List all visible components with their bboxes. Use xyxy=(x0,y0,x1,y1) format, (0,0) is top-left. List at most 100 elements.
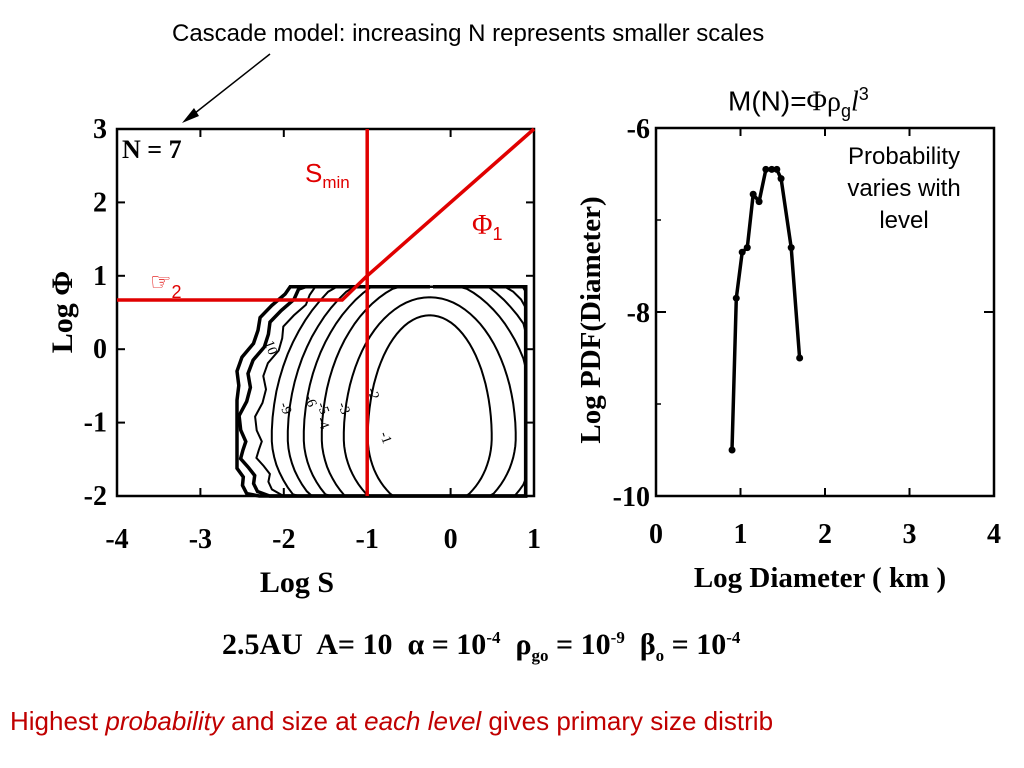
contour-xtick-label: -1 xyxy=(356,524,379,555)
phi2-label-main: ☞ xyxy=(150,268,172,296)
contour-ytick-label: 1 xyxy=(93,261,107,292)
param-beta-sub: o xyxy=(655,646,665,665)
caption-part-4: each level xyxy=(364,706,482,736)
contour-xtick-label: -2 xyxy=(272,524,295,555)
smin-label-main: S xyxy=(305,158,322,188)
constraint-lines xyxy=(117,127,536,496)
contour-level-label: -10 xyxy=(259,334,279,357)
pdf-data-point xyxy=(743,244,751,252)
pdf-data-point xyxy=(749,190,757,198)
phi1-label: Φ1 xyxy=(472,210,502,244)
contour-plot-frame xyxy=(115,127,536,498)
contour-xtick-label: -3 xyxy=(189,524,212,555)
pdf-xlabel: Log Diameter ( km ) xyxy=(694,562,946,594)
probability-note: Probability varies with level xyxy=(847,143,961,234)
contour-level-label: -9 xyxy=(276,400,294,416)
pdf-data-point xyxy=(762,165,770,173)
contour-ytick-label: 0 xyxy=(93,334,107,365)
param-rho-sub: go xyxy=(531,646,549,665)
pdf-axis-ticks: 0 1 2 3 4 -6 -8 -10 xyxy=(613,114,1001,550)
pdf-series-line xyxy=(730,167,802,451)
pdf-data-point xyxy=(738,248,746,256)
formula-lhs: M(N)= xyxy=(728,85,807,117)
contour-line xyxy=(254,285,527,497)
param-beta: β xyxy=(639,628,656,661)
pdf-data-point xyxy=(728,446,736,454)
param-a: A= 10 xyxy=(316,628,393,661)
pdf-ytick-label: -10 xyxy=(613,482,650,513)
pdf-series xyxy=(728,165,804,454)
formula-rho-sub: g xyxy=(841,100,852,121)
pdf-data-point xyxy=(773,165,781,173)
pdf-xtick-label: 2 xyxy=(818,519,832,550)
caption-part-3: and size at xyxy=(223,706,365,736)
pdf-plot-frame xyxy=(654,126,996,498)
contour-line xyxy=(320,285,527,497)
caption-arrow-head xyxy=(182,108,199,123)
contour-line xyxy=(286,285,527,497)
phi2-label-sub: 2 xyxy=(172,282,182,302)
phi2-label: ☞2 xyxy=(150,268,182,302)
contour-line xyxy=(237,285,528,498)
phi2-line xyxy=(117,274,369,302)
contour-lines: -1-2-3-4-5-6-9-10 xyxy=(235,285,528,498)
parameters-line: 2.5AU A= 10 α = 10-4 ρgo = 10-9 βo = 10-… xyxy=(222,628,740,666)
contour-xtick-label: -4 xyxy=(105,524,128,555)
contour-line xyxy=(366,314,493,497)
param-alpha: α = 10 xyxy=(407,628,487,661)
phi1-line xyxy=(366,127,536,278)
smin-label: Smin xyxy=(305,158,350,192)
formula-rho: ρ xyxy=(827,86,841,118)
param-alpha-exp: -4 xyxy=(486,628,501,647)
smin-label-sub: min xyxy=(322,173,349,192)
pdf-data-point xyxy=(755,198,763,206)
param-beta-rhs: = 10 xyxy=(664,628,727,661)
contour-level-label: -3 xyxy=(334,400,352,416)
formula-ell: l xyxy=(851,86,859,118)
pdf-data-point xyxy=(768,165,776,173)
param-distance: 2.5AU xyxy=(222,628,303,661)
bottom-caption: Highest probability and size at each lev… xyxy=(10,706,773,737)
formula-exp: 3 xyxy=(858,84,869,104)
pdf-xtick-label: 4 xyxy=(987,519,1001,550)
pdf-xtick-label: 3 xyxy=(903,519,917,550)
pdf-data-point xyxy=(732,294,740,302)
pdf-ytick-label: -6 xyxy=(627,114,650,145)
contour-xlabel: Log S xyxy=(260,566,334,599)
pdf-ytick-label: -8 xyxy=(627,298,650,329)
contour-xtick-label: 0 xyxy=(444,524,458,555)
param-rho: ρ xyxy=(515,628,532,661)
contour-ytick-label: 3 xyxy=(93,114,107,145)
pdf-ylabel: Log PDF(Diameter) xyxy=(575,196,607,443)
contour-level-label: -1 xyxy=(376,430,394,446)
caption-part-1: Highest xyxy=(10,706,106,736)
contour-ytick-label: -1 xyxy=(84,408,107,439)
pdf-xtick-label: 0 xyxy=(649,519,663,550)
pdf-xtick-label: 1 xyxy=(734,519,748,550)
contour-ylabel: Log Φ xyxy=(46,271,79,353)
contour-level-label: -5 xyxy=(313,400,331,416)
param-beta-exp: -4 xyxy=(726,628,741,647)
mass-formula: M(N)=Φρgl3 xyxy=(728,84,869,122)
contour-xtick-label: 1 xyxy=(527,524,541,555)
param-rho-exp: -9 xyxy=(610,628,625,647)
contour-level-label: -6 xyxy=(301,393,319,409)
panel-level-label: N = 7 xyxy=(122,135,182,164)
top-caption: Cascade model: increasing N represents s… xyxy=(172,20,765,47)
pdf-plot: 0 1 2 3 4 -6 -8 -10 Log Diameter ( km ) Log PDF… xyxy=(575,114,1001,594)
caption-part-5: gives primary size distrib xyxy=(481,706,774,736)
param-rho-rhs: = 10 xyxy=(548,628,611,661)
formula-phi: Φ xyxy=(806,86,828,118)
caption-arrow-line xyxy=(189,53,271,118)
pdf-data-point xyxy=(777,175,785,183)
contour-ytick-label: 2 xyxy=(93,187,107,218)
phi1-label-main: Φ xyxy=(472,210,492,241)
pdf-data-point xyxy=(796,354,804,362)
caption-part-2: probability xyxy=(105,706,224,736)
contour-level-label: -4 xyxy=(313,415,331,431)
phi1-label-sub: 1 xyxy=(492,224,502,244)
contour-line xyxy=(235,285,528,498)
